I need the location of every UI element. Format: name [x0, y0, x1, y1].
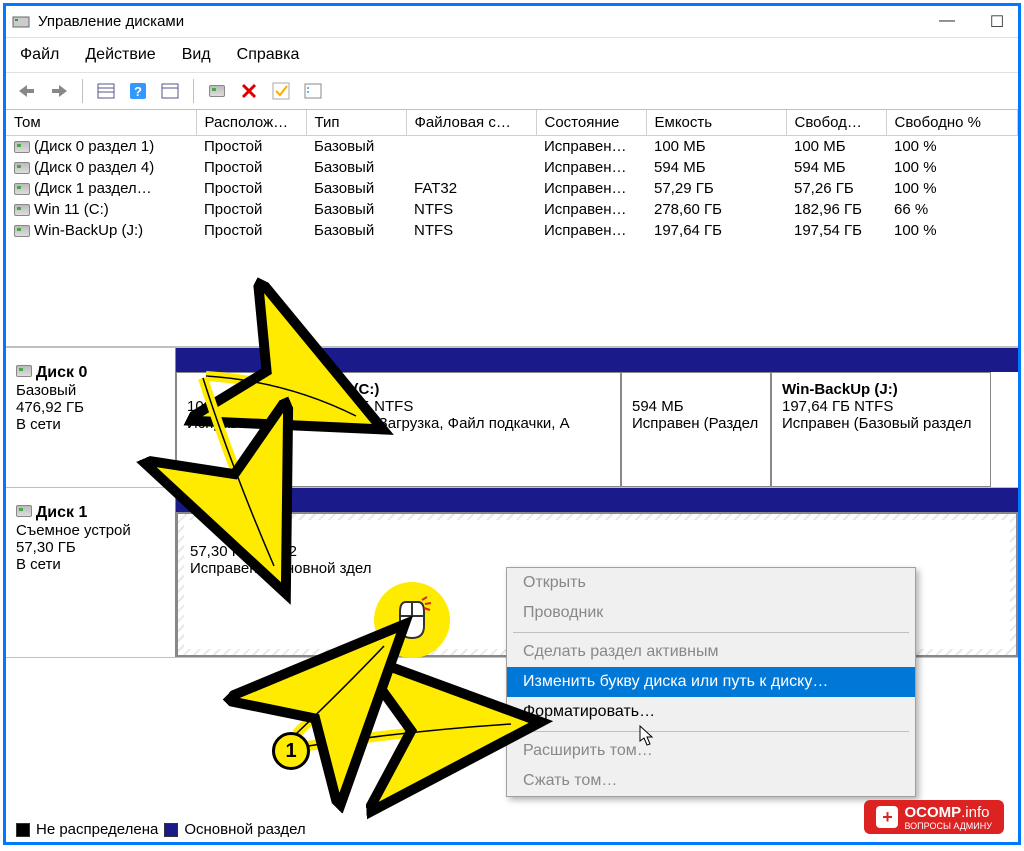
disk-tool-icon[interactable]: [204, 78, 230, 104]
menu-help[interactable]: Справка: [237, 46, 300, 64]
col-capacity[interactable]: Емкость: [646, 110, 786, 136]
list-icon[interactable]: [300, 78, 326, 104]
ctx-extend[interactable]: Расширить том…: [507, 736, 915, 766]
disk-icon: [14, 225, 30, 237]
table-view-icon[interactable]: [93, 78, 119, 104]
ctx-shrink[interactable]: Сжать том…: [507, 766, 915, 796]
forward-icon[interactable]: [46, 78, 72, 104]
column-headers[interactable]: Том Располож… Тип Файловая с… Состояние …: [6, 110, 1018, 136]
toolbar: ?: [6, 72, 1018, 110]
col-free[interactable]: Свобод…: [786, 110, 886, 136]
check-icon[interactable]: [268, 78, 294, 104]
disk0-partition[interactable]: Win 11 (C:)278,60 ГБ NTFSИсправен (Загру…: [291, 372, 621, 487]
menu-action[interactable]: Действие: [85, 46, 155, 64]
col-layout[interactable]: Располож…: [196, 110, 306, 136]
cursor-icon: [639, 725, 655, 747]
ctx-explorer[interactable]: Проводник: [507, 598, 915, 628]
menu-file[interactable]: Файл: [20, 46, 59, 64]
disk0-label[interactable]: Диск 0 Базовый 476,92 ГБ В сети: [6, 348, 176, 487]
volume-row[interactable]: (Диск 1 раздел…ПростойБазовыйFAT32Исправ…: [6, 178, 1018, 199]
menu-view[interactable]: Вид: [182, 46, 211, 64]
maximize-button[interactable]: ☐: [982, 12, 1012, 32]
legend: Не распределена Основной раздел: [16, 821, 306, 838]
delete-icon[interactable]: [236, 78, 262, 104]
disk-icon: [14, 162, 30, 174]
disk-icon: [16, 505, 32, 517]
disk0-pane: Диск 0 Базовый 476,92 ГБ В сети 100 МИсп…: [6, 348, 1018, 488]
ctx-change-letter[interactable]: Изменить букву диска или путь к диску…: [507, 667, 915, 697]
disk1-bar: [176, 488, 1018, 512]
volume-list[interactable]: Том Располож… Тип Файловая с… Состояние …: [6, 110, 1018, 348]
annotation-badge-1: 1: [272, 732, 310, 770]
app-icon: [12, 13, 30, 31]
disk-icon: [16, 365, 32, 377]
volume-row[interactable]: Win-BackUp (J:)ПростойБазовыйNTFSИсправе…: [6, 220, 1018, 241]
disk-icon: [14, 183, 30, 195]
disk0-bar: [176, 348, 1018, 372]
disk-management-window: Управление дисками — ☐ Файл Действие Вид…: [3, 3, 1021, 845]
legend-primary-swatch: [164, 823, 178, 837]
legend-unalloc-swatch: [16, 823, 30, 837]
minimize-button[interactable]: —: [932, 12, 962, 32]
context-menu: Открыть Проводник Сделать раздел активны…: [506, 567, 916, 797]
disk0-partition[interactable]: 594 МБИсправен (Раздел: [621, 372, 771, 487]
disk-icon: [14, 141, 30, 153]
ctx-open[interactable]: Открыть: [507, 568, 915, 598]
window-title: Управление дисками: [38, 13, 932, 30]
col-type[interactable]: Тип: [306, 110, 406, 136]
col-status[interactable]: Состояние: [536, 110, 646, 136]
plus-icon: +: [876, 806, 898, 828]
volume-row[interactable]: Win 11 (C:)ПростойБазовыйNTFSИсправен…27…: [6, 199, 1018, 220]
mouse-highlight: [374, 582, 450, 658]
col-freepct[interactable]: Свободно %: [886, 110, 1018, 136]
disk-icon: [14, 204, 30, 216]
ctx-active[interactable]: Сделать раздел активным: [507, 637, 915, 667]
disk0-partition[interactable]: Win-BackUp (J:)197,64 ГБ NTFSИсправен (Б…: [771, 372, 991, 487]
ctx-format[interactable]: Форматировать…: [507, 697, 915, 727]
refresh-icon[interactable]: [157, 78, 183, 104]
watermark: + OCOMP.info ВОПРОСЫ АДМИНУ: [864, 800, 1004, 834]
volume-row[interactable]: (Диск 0 раздел 4)ПростойБазовыйИсправен……: [6, 157, 1018, 178]
mouse-icon: [392, 596, 432, 644]
volume-row[interactable]: (Диск 0 раздел 1)ПростойБазовыйИсправен……: [6, 136, 1018, 158]
back-icon[interactable]: [14, 78, 40, 104]
titlebar: Управление дисками — ☐: [6, 6, 1018, 38]
col-fs[interactable]: Файловая с…: [406, 110, 536, 136]
disk1-label[interactable]: Диск 1 Съемное устрой 57,30 ГБ В сети: [6, 488, 176, 657]
help-icon[interactable]: ?: [125, 78, 151, 104]
menubar: Файл Действие Вид Справка: [6, 38, 1018, 72]
disk0-partition[interactable]: 100 МИсправен (L: [176, 372, 291, 487]
col-volume[interactable]: Том: [6, 110, 196, 136]
svg-text:?: ?: [134, 84, 142, 99]
